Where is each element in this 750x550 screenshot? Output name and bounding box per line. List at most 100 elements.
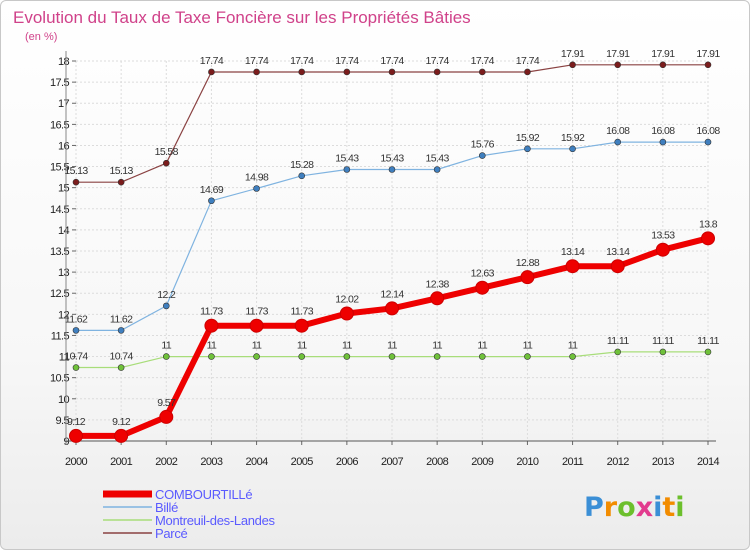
data-label: 17.74 — [200, 55, 224, 67]
data-point — [72, 327, 80, 334]
data-label: 12.2 — [157, 289, 176, 301]
chart-title: Evolution du Taux de Taxe Foncière sur l… — [13, 8, 471, 27]
data-point — [659, 348, 667, 356]
data-label: 11 — [387, 340, 397, 352]
data-point — [610, 259, 625, 274]
y-tick-label: 15 — [58, 183, 70, 195]
data-label: 14.69 — [200, 184, 224, 196]
data-label: 11 — [568, 340, 578, 352]
y-tick-label: 11 — [59, 352, 70, 364]
data-label: 17.74 — [471, 55, 495, 67]
data-point — [72, 364, 80, 371]
data-label: 16.08 — [696, 125, 720, 137]
data-label: 13.14 — [561, 246, 585, 258]
data-point — [659, 61, 667, 69]
data-point — [72, 178, 80, 186]
logo-letter: P — [584, 492, 604, 523]
data-point — [69, 428, 83, 443]
data-label: 11 — [342, 340, 352, 352]
y-tick-label: 16 — [58, 140, 70, 152]
data-label: 11.11 — [697, 335, 719, 347]
logo-letter: i — [675, 492, 684, 523]
y-tick-label: 17.5 — [50, 77, 69, 89]
data-point — [655, 242, 670, 257]
data-label: 17.91 — [561, 48, 585, 60]
data-point — [704, 61, 712, 69]
data-point — [253, 68, 260, 76]
data-label: 15.92 — [561, 132, 585, 144]
data-label: 11.62 — [110, 313, 133, 325]
data-label: 11.62 — [65, 313, 88, 325]
logo-letter: t — [662, 492, 675, 523]
y-tick-label: 18 — [58, 56, 70, 68]
data-point — [433, 68, 441, 76]
data-point — [343, 353, 351, 360]
data-point — [117, 364, 125, 371]
data-label: 11.73 — [200, 306, 223, 318]
legend-label: Billé — [155, 500, 178, 515]
series-group: 15.13 15.13 15.58 17.74 17.74 17.74 17.74 17.74… — [64, 48, 721, 443]
y-tick-label: 13 — [58, 267, 70, 279]
x-tick-label: 2002 — [155, 456, 178, 468]
data-point — [208, 68, 215, 76]
data-point — [117, 327, 125, 334]
data-label: 13.53 — [651, 230, 675, 242]
data-label: 12.14 — [380, 288, 404, 300]
data-label: 9.57 — [157, 397, 176, 409]
data-label: 15.43 — [335, 153, 359, 165]
data-label: 15.13 — [110, 165, 134, 177]
y-tick-label: 10 — [58, 394, 70, 406]
data-point — [388, 166, 396, 173]
legend: COMBOURTILLéBilléMontreuil-des-LandesPar… — [103, 487, 276, 541]
data-label: 11 — [252, 340, 262, 352]
data-label: 17.91 — [606, 48, 630, 60]
data-label: 11 — [523, 340, 533, 352]
data-point — [253, 353, 260, 360]
x-tick-label: 2010 — [516, 456, 539, 468]
legend-item: Montreuil-des-Landes — [103, 513, 276, 528]
data-label: 15.76 — [471, 139, 495, 151]
data-point — [253, 185, 260, 192]
data-label: 16.08 — [651, 125, 675, 137]
data-label: 11 — [207, 340, 217, 352]
data-label: 15.58 — [155, 146, 179, 158]
data-point — [162, 302, 170, 310]
data-label: 17.74 — [335, 55, 359, 67]
logo-text: Proxiti — [584, 492, 685, 523]
x-tick-label: 2014 — [697, 456, 720, 468]
data-point — [659, 138, 667, 146]
data-point — [388, 68, 396, 76]
data-point — [162, 159, 170, 167]
y-tick-label: 12 — [58, 309, 70, 321]
data-label: 15.92 — [516, 132, 540, 144]
series-combourtill-: 9.12 9.12 9.57 11.73 11.73 11.73 12.02 12.14 12.… — [67, 218, 718, 443]
x-tick-label: 2000 — [65, 456, 88, 468]
data-label: 15.28 — [290, 159, 314, 171]
data-point — [569, 61, 576, 69]
data-label: 11 — [161, 340, 171, 352]
data-label: 9.12 — [112, 416, 131, 428]
data-label: 15.13 — [64, 165, 88, 177]
y-tick-label: 14 — [58, 225, 70, 237]
logo-letter: o — [617, 492, 636, 523]
data-point — [298, 172, 306, 180]
x-tick-label: 2004 — [246, 456, 269, 468]
data-point — [343, 68, 351, 76]
data-label: 17.74 — [516, 55, 540, 67]
y-tick-label: 17 — [58, 98, 70, 110]
y-tick-label: 13.5 — [50, 246, 69, 258]
data-label: 11.11 — [607, 335, 629, 347]
series-bill-: 11.62 11.62 12.2 14.69 14.98 15.28 15.43 15.43 1… — [65, 125, 721, 334]
legend-label: Montreuil-des-Landes — [155, 513, 276, 528]
data-point — [520, 270, 535, 285]
data-point — [614, 348, 622, 356]
data-label: 13.8 — [699, 218, 718, 230]
data-point — [704, 138, 712, 146]
data-point — [117, 178, 125, 186]
data-label: 11 — [477, 340, 487, 352]
data-point — [569, 145, 576, 153]
x-tick-label: 2005 — [291, 456, 314, 468]
data-point — [614, 138, 622, 146]
data-label: 9.12 — [67, 416, 86, 428]
